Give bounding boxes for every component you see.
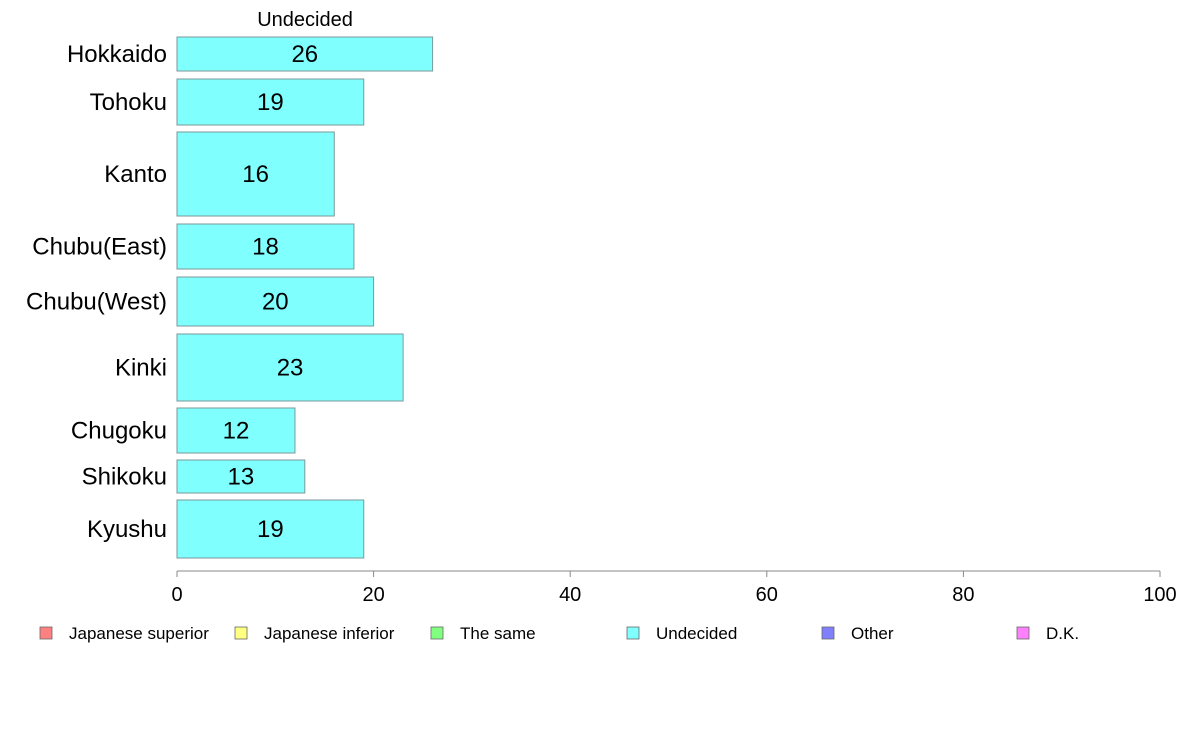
data-label: 16 xyxy=(242,161,269,188)
legend-label: D.K. xyxy=(1046,624,1079,643)
legend-swatch xyxy=(626,626,640,640)
category-label: Chugoku xyxy=(71,418,167,445)
data-label: 12 xyxy=(223,418,250,445)
data-label: 20 xyxy=(262,289,289,316)
bar-chubu-east- xyxy=(176,223,355,270)
legend-label: Undecided xyxy=(656,624,737,643)
x-tick-label: 100 xyxy=(1143,584,1176,606)
legend-swatch xyxy=(39,626,53,640)
bar-tohoku xyxy=(176,78,365,126)
legend-label: Japanese inferior xyxy=(264,624,395,643)
category-label: Tohoku xyxy=(90,89,167,116)
x-tick-label: 40 xyxy=(559,584,581,606)
category-label: Shikoku xyxy=(82,464,167,491)
data-label: 23 xyxy=(277,355,304,382)
data-label: 19 xyxy=(257,89,284,116)
bar-kyushu xyxy=(176,499,365,559)
category-label: Kanto xyxy=(104,161,167,188)
category-label: Chubu(East) xyxy=(32,234,167,261)
legend: Japanese superior Japanese inferior The sa… xyxy=(39,624,1079,643)
category-label: Chubu(West) xyxy=(26,289,167,316)
bar-hokkaido xyxy=(176,36,434,72)
legend-label: The same xyxy=(460,624,536,643)
bar-kinki xyxy=(176,333,404,402)
data-label: 26 xyxy=(291,41,318,68)
data-label: 13 xyxy=(228,464,255,491)
category-label: Hokkaido xyxy=(67,41,167,68)
x-axis: 0 20 40 60 80 100 xyxy=(171,570,1177,606)
bar-kanto xyxy=(176,131,335,217)
legend-swatch xyxy=(821,626,835,640)
bar-chugoku xyxy=(176,407,296,454)
bar-chubu-west- xyxy=(176,276,375,327)
x-tick-label: 60 xyxy=(756,584,778,606)
bars-layer: Hokkaido 26 Tohoku 19 Kanto 16 Chubu(East) 18 Ch… xyxy=(26,36,434,559)
data-label: 19 xyxy=(257,516,284,543)
x-tick-label: 20 xyxy=(362,584,384,606)
data-label: 18 xyxy=(252,234,279,261)
chart-title: Undecided xyxy=(257,9,353,31)
category-label: Kyushu xyxy=(87,516,167,543)
x-tick-label: 80 xyxy=(952,584,974,606)
bar-shikoku xyxy=(176,459,306,494)
category-label: Kinki xyxy=(115,355,167,382)
legend-label: Other xyxy=(851,624,894,643)
legend-label: Japanese superior xyxy=(69,624,209,643)
legend-swatch xyxy=(234,626,248,640)
legend-swatch xyxy=(430,626,444,640)
x-tick-label: 0 xyxy=(171,584,182,606)
legend-swatch xyxy=(1016,626,1030,640)
